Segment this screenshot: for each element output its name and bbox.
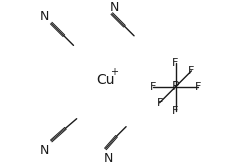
Text: N: N bbox=[40, 144, 50, 157]
Text: F: F bbox=[188, 66, 195, 76]
Text: +: + bbox=[110, 67, 118, 77]
Text: F: F bbox=[195, 82, 201, 92]
Text: N: N bbox=[110, 1, 120, 14]
Text: F: F bbox=[156, 98, 163, 108]
Text: F: F bbox=[172, 106, 179, 116]
Text: P: P bbox=[172, 80, 179, 93]
Text: N: N bbox=[104, 152, 113, 165]
Text: F: F bbox=[150, 82, 156, 92]
Text: N: N bbox=[40, 10, 50, 23]
Text: Cu: Cu bbox=[96, 73, 115, 87]
Text: F: F bbox=[172, 58, 179, 68]
